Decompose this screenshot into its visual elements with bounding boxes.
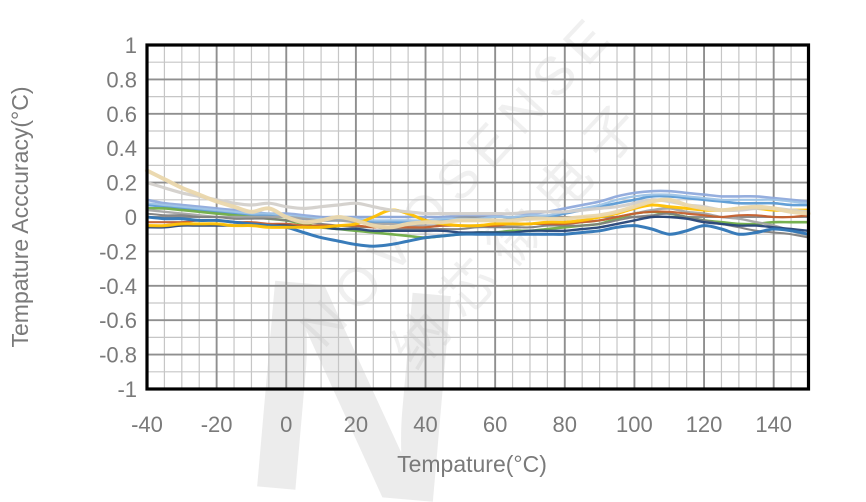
y-axis-title: Tempature Acccuracy(°C) (7, 87, 33, 348)
data-series (145, 168, 811, 248)
x-tick-label: 60 (483, 412, 507, 437)
x-tick-label: 40 (413, 412, 437, 437)
x-tick-label: -20 (201, 412, 233, 437)
y-tick-label: -0.8 (99, 343, 137, 368)
y-tick-label: 0.4 (106, 136, 137, 161)
y-tick-label: -0.2 (99, 239, 137, 264)
y-tick-label: -1 (117, 377, 137, 402)
y-tick-label: 0.8 (106, 67, 137, 92)
x-axis-title: Tempature(°C) (397, 451, 547, 477)
y-tick-label: -0.4 (99, 274, 137, 299)
y-tick-label: -0.6 (99, 308, 137, 333)
x-axis-tick-labels: -40 -20 0 20 40 60 80 100 120 140 (131, 412, 792, 437)
x-tick-label: -40 (131, 412, 163, 437)
x-tick-label: 0 (280, 412, 292, 437)
series-line-gold (145, 203, 810, 229)
y-tick-label: 0.6 (106, 102, 137, 127)
x-tick-label: 120 (686, 412, 723, 437)
x-tick-label: 80 (553, 412, 577, 437)
y-axis-tick-labels: 1 0.8 0.6 0.4 0.2 0 -0.2 -0.4 -0.6 -0.8 -1 (99, 33, 137, 402)
plot-border (145, 43, 811, 391)
y-tick-label: 0 (125, 205, 137, 230)
x-tick-label: 100 (616, 412, 653, 437)
watermark-logo-n-icon: N (232, 214, 477, 502)
y-tick-label: 0.2 (106, 171, 137, 196)
y-tick-label: 1 (125, 33, 137, 58)
x-tick-label: 20 (344, 412, 368, 437)
series-line-blue (145, 215, 810, 248)
x-tick-label: 140 (755, 412, 792, 437)
series-line-dark-gray (146, 212, 810, 239)
series-line-wheat (145, 168, 811, 230)
